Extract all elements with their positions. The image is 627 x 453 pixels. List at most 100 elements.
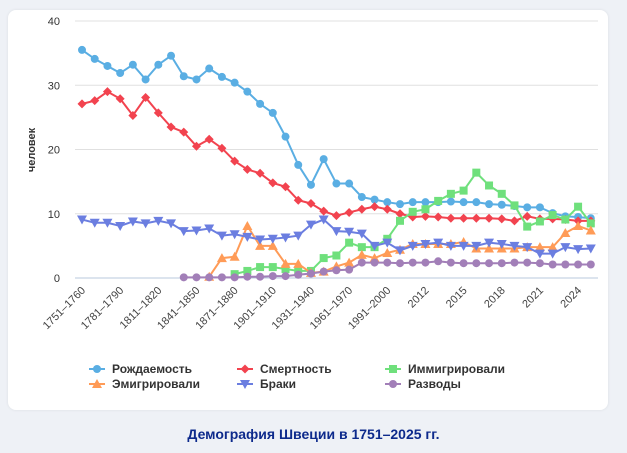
data-point [116, 69, 125, 78]
data-point [318, 215, 329, 225]
x-tick-label: 2015 [444, 285, 470, 311]
data-point [459, 213, 469, 223]
data-point [408, 258, 417, 267]
data-point [90, 54, 99, 63]
data-point [293, 195, 303, 205]
data-point [332, 266, 341, 275]
data-point [294, 270, 303, 279]
data-point [127, 217, 138, 227]
legend-item[interactable]: Иммигрировали [384, 362, 505, 376]
legend-item[interactable]: Браки [236, 377, 296, 391]
legend-item[interactable]: Рождаемость [88, 362, 192, 376]
data-point [306, 198, 316, 208]
data-point [319, 206, 329, 216]
legend-item[interactable]: Эмигрировали [88, 377, 200, 391]
data-point [370, 258, 379, 267]
data-point [268, 108, 277, 117]
data-point [459, 259, 468, 268]
data-point [534, 242, 545, 252]
data-point [268, 263, 277, 272]
data-point [369, 241, 380, 251]
data-point [497, 214, 507, 224]
data-point [204, 134, 214, 144]
data-point [140, 219, 151, 229]
data-point [344, 227, 355, 237]
data-point [217, 72, 226, 81]
data-point [255, 240, 266, 250]
data-point [573, 220, 584, 230]
data-point [268, 272, 277, 281]
legend-marker [240, 380, 250, 389]
chart-card [8, 10, 608, 410]
legend-marker [240, 364, 250, 374]
data-point [497, 259, 506, 268]
data-point [255, 168, 265, 178]
y-tick-label: 0 [54, 273, 60, 285]
data-point [458, 241, 469, 251]
data-point [396, 200, 404, 209]
data-point [243, 87, 252, 96]
data-point [446, 197, 455, 206]
data-point [535, 217, 544, 226]
data-point [370, 195, 379, 204]
data-point [471, 241, 482, 251]
data-point [230, 78, 239, 87]
x-tick-label: 2021 [520, 285, 546, 311]
data-point [434, 196, 443, 205]
data-point [561, 260, 570, 269]
data-point [243, 266, 252, 275]
data-point [281, 132, 290, 141]
data-point [242, 164, 252, 174]
data-point [509, 216, 519, 226]
data-point [522, 211, 532, 221]
data-point [472, 198, 481, 207]
data-point [204, 224, 215, 234]
data-point [166, 219, 177, 229]
data-point [280, 258, 291, 268]
data-point [255, 235, 266, 245]
data-point [205, 64, 214, 73]
chart-title: Демография Швеции в 1751–2025 гг. [187, 426, 440, 442]
data-point [396, 259, 404, 268]
data-point [484, 243, 495, 253]
data-point [382, 238, 393, 248]
data-point [433, 238, 444, 248]
data-point [141, 92, 151, 102]
data-point [178, 227, 189, 237]
data-point [229, 230, 240, 240]
data-point [408, 198, 417, 207]
data-point [267, 240, 278, 250]
data-point [331, 227, 342, 237]
data-point [421, 198, 430, 207]
data-point [242, 220, 253, 230]
data-point [77, 215, 87, 225]
data-point [115, 94, 125, 104]
legend-item[interactable]: Разводы [384, 377, 461, 391]
data-point [103, 61, 112, 70]
data-point [471, 213, 481, 223]
data-point [90, 96, 100, 106]
legend-marker-icon [237, 364, 253, 374]
data-point [230, 273, 239, 282]
data-point [78, 45, 86, 54]
data-point [547, 242, 558, 252]
data-point [344, 207, 354, 217]
data-point [548, 211, 557, 220]
data-point [357, 243, 366, 252]
legend-item[interactable]: Смертность [236, 362, 332, 376]
data-point [357, 193, 366, 202]
legend-marker-icon [237, 380, 253, 389]
data-point [485, 181, 494, 190]
data-point [485, 259, 494, 268]
data-point [523, 222, 532, 231]
data-point [383, 258, 392, 267]
series-1 [77, 87, 596, 226]
series-0 [78, 45, 595, 223]
legend-marker [389, 380, 397, 388]
data-point [585, 244, 596, 254]
data-point [293, 258, 304, 268]
legend-marker-icon [385, 365, 401, 373]
data-point [446, 213, 456, 223]
x-tick-label: 2018 [482, 285, 508, 311]
data-point [522, 243, 533, 253]
